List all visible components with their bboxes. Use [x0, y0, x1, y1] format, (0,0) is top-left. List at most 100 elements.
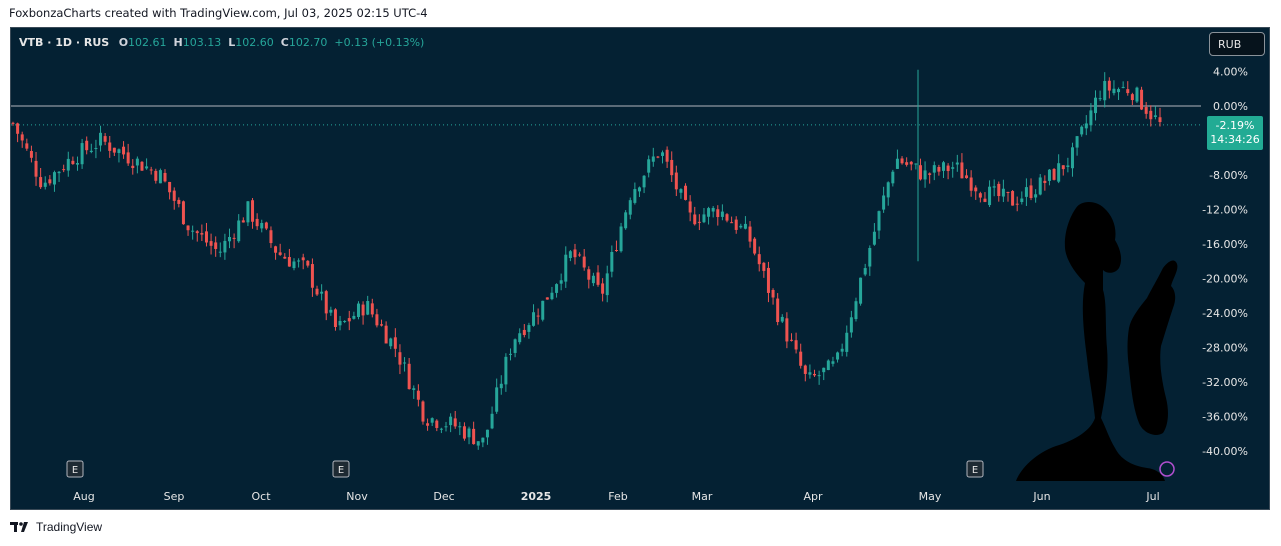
candle-body: [1075, 136, 1079, 148]
candle-body: [1047, 169, 1051, 181]
candle-body: [246, 201, 250, 223]
candle-body: [545, 297, 549, 300]
high-label: H: [173, 36, 183, 49]
candle-body: [716, 209, 720, 218]
symbol-label[interactable]: VTB · 1D · RUS: [19, 36, 110, 49]
candle-body: [232, 237, 236, 239]
candle-body: [651, 156, 655, 162]
candle-body: [974, 187, 978, 192]
x-tick-label: Aug: [73, 490, 94, 503]
candle-body: [1094, 97, 1098, 114]
candle-body: [969, 177, 973, 191]
candle-body: [771, 289, 775, 298]
candle-body: [1121, 86, 1125, 88]
event-marker-icon[interactable]: [1159, 461, 1175, 477]
candle-body: [578, 254, 582, 256]
last-price-value: -2.19%: [1215, 119, 1255, 132]
candle-body: [1130, 94, 1134, 101]
tradingview-footer[interactable]: TradingView: [10, 520, 102, 534]
candle-body: [43, 182, 47, 187]
candle-body: [1020, 198, 1024, 203]
candle-body: [789, 339, 793, 341]
earnings-marker[interactable]: E: [332, 460, 350, 478]
candle-body: [863, 268, 867, 275]
candle-body: [1107, 80, 1111, 91]
candle-body: [112, 147, 116, 153]
candle-body: [66, 158, 70, 171]
x-tick-label: Sep: [164, 490, 185, 503]
candle-body: [891, 171, 895, 184]
y-tick-label: -20.00%: [1202, 273, 1248, 286]
candle-body: [550, 292, 554, 300]
y-tick-label: -16.00%: [1202, 238, 1248, 251]
candle-body: [223, 240, 227, 253]
candle-body: [168, 181, 172, 193]
candle-body: [960, 162, 964, 179]
candle-body: [191, 230, 195, 232]
candle-body: [541, 300, 545, 320]
candle-body: [536, 315, 540, 317]
earnings-marker[interactable]: E: [966, 460, 984, 478]
candle-body: [453, 418, 457, 427]
bar-countdown: 14:34:26: [1210, 133, 1260, 146]
earnings-marker[interactable]: E: [66, 460, 84, 478]
candle-body: [882, 195, 886, 210]
candle-body: [1144, 107, 1148, 114]
candle-body: [955, 162, 959, 165]
candle-body: [1038, 177, 1042, 195]
candle-body: [416, 390, 420, 400]
x-tick-label: Jul: [1145, 490, 1159, 503]
candle-body: [573, 249, 577, 258]
chart-panel[interactable]: 4.00% 0.00% -8.00% -12.00% -16.00% -20.00% -24…: [10, 27, 1270, 510]
candle-body: [693, 214, 697, 225]
candle-body: [978, 193, 982, 198]
candle-body: [596, 272, 600, 285]
candle-body: [711, 207, 715, 212]
low-label: L: [228, 36, 236, 49]
candle-body: [11, 122, 15, 124]
candle-body: [158, 170, 162, 184]
low-value: 102.60: [235, 36, 274, 49]
candle-body: [688, 201, 692, 213]
candle-body: [204, 231, 208, 243]
candle-body: [172, 190, 176, 201]
candle-body: [937, 166, 941, 172]
candle-body: [555, 284, 559, 293]
candle-body: [25, 143, 29, 149]
price-chart[interactable]: 4.00% 0.00% -8.00% -12.00% -16.00% -20.00% -24…: [11, 28, 1269, 509]
candle-body: [375, 314, 379, 326]
candle-body: [403, 362, 407, 364]
candle-body: [384, 325, 388, 344]
candle-body: [476, 441, 480, 446]
candle-body: [508, 353, 512, 355]
candle-body: [99, 132, 103, 146]
x-tick-label: Oct: [251, 490, 271, 503]
candle-body: [785, 318, 789, 342]
candle-body: [522, 329, 526, 335]
candle-body: [1029, 185, 1033, 199]
candle-body: [601, 283, 605, 294]
candle-body: [71, 160, 75, 165]
candle-body: [103, 136, 107, 142]
candle-body: [946, 165, 950, 172]
candle-body: [808, 372, 812, 375]
y-tick-label: -24.00%: [1202, 307, 1248, 320]
candle-body: [702, 214, 706, 223]
candle-body: [642, 175, 646, 188]
candle-body: [163, 172, 167, 182]
candle-body: [794, 340, 798, 350]
candle-body: [1006, 191, 1010, 193]
candle-body: [287, 257, 291, 267]
y-tick-label: -40.00%: [1202, 445, 1248, 458]
candle-body: [389, 338, 393, 347]
candle-body: [255, 218, 259, 227]
candle-body: [472, 428, 476, 445]
candle-body: [380, 324, 384, 326]
candle-body: [407, 363, 411, 390]
candle-body: [449, 416, 453, 426]
candle-body: [633, 189, 637, 203]
currency-button[interactable]: RUB: [1209, 32, 1265, 56]
candle-body: [292, 261, 296, 269]
candle-body: [1112, 88, 1116, 94]
candle-body: [1024, 187, 1028, 197]
